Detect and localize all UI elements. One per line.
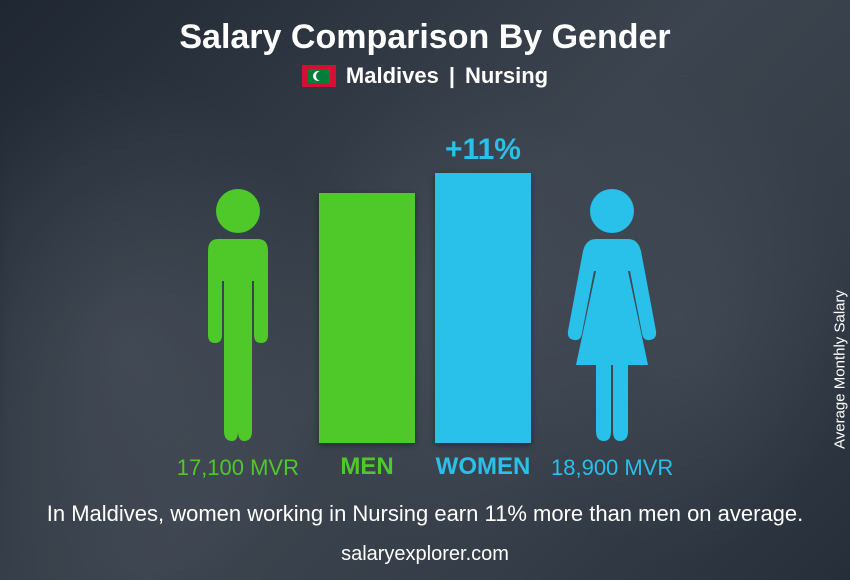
diff-label: +11% [445,133,521,167]
women-column: 18,900 MVR [551,185,673,481]
men-value: 17,100 MVR [177,455,299,481]
main-title: Salary Comparison By Gender [179,18,670,57]
female-figure-icon [562,185,662,445]
women-value: 18,900 MVR [551,455,673,481]
subtitle-row: Maldives | Nursing [302,63,548,89]
women-bar-column: +11% WOMEN [435,133,531,481]
caption-text: In Maldives, women working in Nursing ea… [47,499,804,529]
men-bar-column: MEN [319,133,415,481]
men-column: 17,100 MVR [177,185,299,481]
women-bar [435,173,531,443]
footer-source: salaryexplorer.com [341,543,509,566]
field-label: Nursing [465,63,548,89]
chart-area: 17,100 MVR MEN +11% WOMEN [30,109,820,481]
men-bar [319,193,415,443]
separator: | [449,63,455,89]
y-axis-label: Average Monthly Salary [832,290,849,449]
country-label: Maldives [346,63,439,89]
men-label: MEN [340,453,393,481]
women-label: WOMEN [436,453,531,481]
male-figure-icon [188,185,288,445]
maldives-flag-icon [302,65,336,87]
infographic-container: Salary Comparison By Gender Maldives | N… [0,0,850,580]
